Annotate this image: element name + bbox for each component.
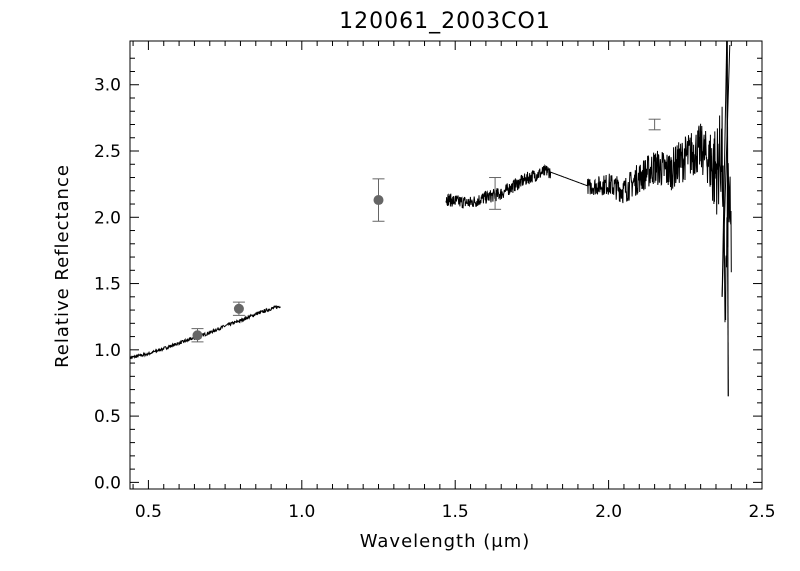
x-axis-title: Wavelength (μm)	[360, 531, 531, 552]
photometry-point	[192, 330, 203, 341]
y-tick-label: 2.0	[94, 208, 121, 228]
ticks-layer: 0.5 1.0 1.5 2.0 2.5 0.0 0.5 1.0 1.5 2.0 2.5 3.0	[94, 41, 776, 522]
spectrum-line-1	[445, 106, 732, 323]
spectrum-spike	[721, 40, 728, 297]
chart-title: 120061_2003CO1	[339, 9, 551, 34]
spectrum-spike	[721, 44, 731, 297]
x-tick-label: 0.5	[135, 502, 162, 522]
y-tick-label: 1.0	[94, 341, 121, 361]
y-tick-label: 0.5	[94, 407, 121, 427]
y-tick-label: 0.0	[94, 473, 121, 493]
y-tick-label: 2.5	[94, 142, 121, 162]
y-tick-label: 3.0	[94, 76, 121, 96]
photometry-point	[373, 195, 384, 206]
photometry-point	[233, 303, 244, 314]
plot-frame	[129, 40, 763, 490]
y-tick-label: 1.5	[94, 275, 121, 295]
x-tick-label: 2.5	[748, 502, 775, 522]
x-tick-label: 1.5	[442, 502, 469, 522]
y-axis-title: Relative Reflectance	[52, 164, 73, 368]
data-layer	[129, 40, 732, 397]
x-tick-label: 2.0	[595, 502, 622, 522]
spectrum-line-0	[129, 304, 281, 360]
spectrum-spike	[726, 40, 729, 397]
x-tick-label: 1.0	[288, 502, 315, 522]
